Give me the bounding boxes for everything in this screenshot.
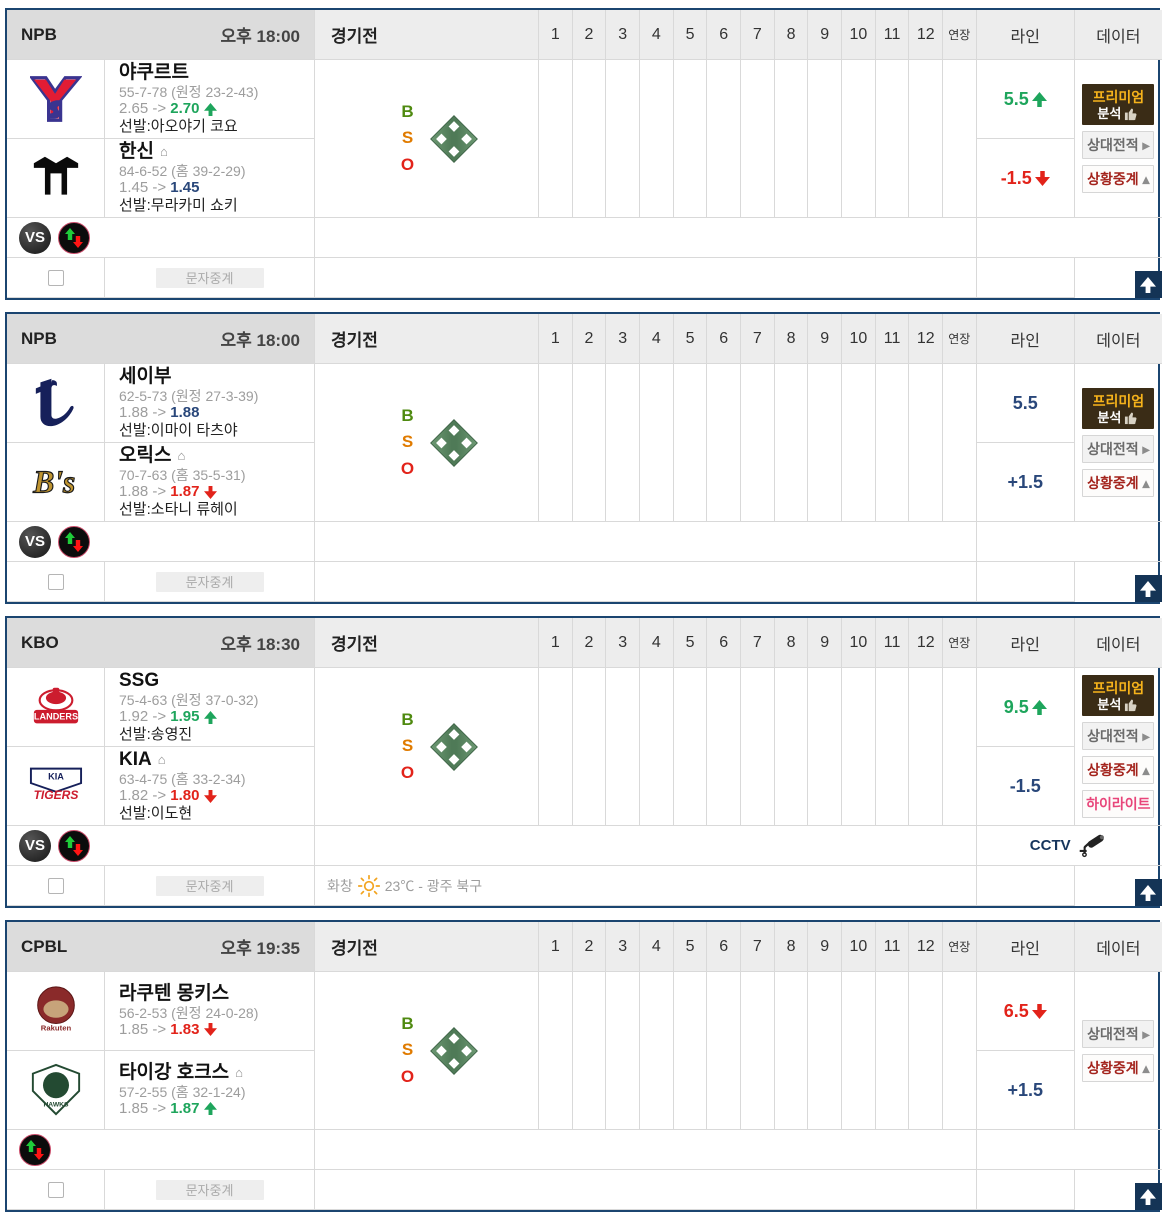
svg-text:LANDERS: LANDERS xyxy=(33,712,77,722)
svg-text:B's: B's xyxy=(32,465,75,500)
svg-text:HAWKS: HAWKS xyxy=(43,1101,69,1108)
svg-text:KIA: KIA xyxy=(48,772,64,782)
svg-text:Rakuten: Rakuten xyxy=(40,1023,71,1032)
svg-text:TIGERS: TIGERS xyxy=(33,788,78,802)
